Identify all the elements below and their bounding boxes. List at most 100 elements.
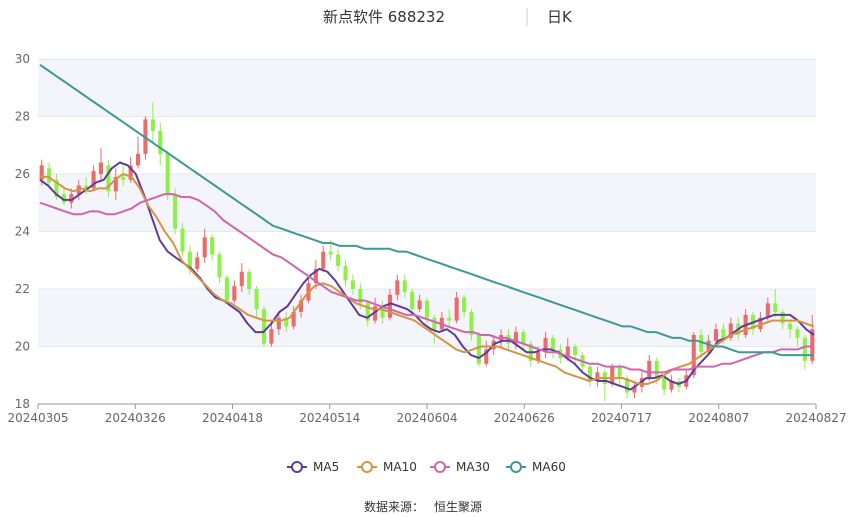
candle-body bbox=[187, 251, 192, 269]
candle bbox=[299, 294, 304, 318]
ma-line-ma30 bbox=[39, 193, 814, 374]
candle-body bbox=[550, 337, 555, 350]
ma-line-ma5 bbox=[39, 161, 815, 391]
candle bbox=[61, 188, 66, 206]
candle-body bbox=[84, 185, 89, 189]
candle bbox=[180, 222, 185, 258]
candle-body bbox=[336, 254, 341, 266]
candle-body bbox=[328, 251, 333, 255]
candle-body bbox=[217, 254, 222, 278]
candle-body bbox=[654, 360, 659, 379]
source-name: 恒生聚源 bbox=[434, 500, 482, 514]
legend-item-ma60: MA60 bbox=[506, 460, 566, 474]
ma-line-ma60 bbox=[39, 63, 814, 357]
candle bbox=[550, 335, 555, 358]
candle bbox=[291, 306, 296, 330]
y-tick-label: 28 bbox=[15, 110, 30, 124]
candle bbox=[113, 168, 118, 200]
ma-line-ma10 bbox=[40, 173, 815, 385]
legend-label: MA60 bbox=[532, 460, 566, 474]
candle-body bbox=[543, 337, 548, 353]
y-tick-label: 18 bbox=[15, 397, 30, 411]
candle bbox=[47, 162, 52, 189]
candle-body bbox=[135, 153, 141, 166]
candle-body bbox=[106, 165, 111, 192]
candle bbox=[239, 263, 244, 292]
candle-body bbox=[773, 303, 778, 312]
candle bbox=[454, 291, 459, 324]
candle-body bbox=[365, 303, 370, 321]
candle-body bbox=[69, 194, 74, 203]
x-tick-label: 20240604 bbox=[396, 411, 457, 425]
y-tick-label: 22 bbox=[15, 282, 30, 296]
candle-body bbox=[424, 300, 430, 318]
source-label: 数据来源： bbox=[364, 499, 424, 514]
candle bbox=[380, 300, 385, 324]
candle bbox=[276, 312, 281, 335]
candle-body bbox=[713, 329, 719, 341]
candle-body bbox=[788, 323, 793, 330]
candle-body bbox=[350, 280, 355, 289]
candle-body bbox=[728, 323, 733, 338]
candle bbox=[662, 375, 667, 396]
legend-item-ma10: MA10 bbox=[357, 460, 417, 474]
candle-body bbox=[699, 335, 704, 353]
candle bbox=[402, 274, 407, 298]
candle bbox=[802, 335, 807, 370]
candle-body bbox=[432, 317, 437, 330]
candle-body bbox=[758, 317, 763, 330]
candle bbox=[447, 309, 452, 327]
legend-marker bbox=[291, 461, 303, 473]
candle-body bbox=[247, 271, 252, 289]
candle bbox=[343, 260, 348, 287]
candle-body bbox=[647, 360, 652, 379]
candle-body bbox=[210, 237, 215, 255]
candle-body bbox=[232, 286, 237, 301]
candle-body bbox=[565, 346, 570, 358]
candle-body bbox=[121, 176, 126, 180]
candles bbox=[39, 102, 815, 402]
candle-body bbox=[195, 257, 200, 269]
candle bbox=[699, 329, 704, 358]
candle-body bbox=[224, 277, 229, 301]
x-tick-label: 20240827 bbox=[785, 411, 846, 425]
candle-body bbox=[721, 329, 726, 338]
legend-label: MA5 bbox=[313, 460, 339, 474]
candle bbox=[587, 363, 593, 387]
candle bbox=[528, 340, 533, 367]
candle bbox=[632, 381, 637, 399]
candle bbox=[758, 312, 763, 333]
candle-body bbox=[795, 329, 800, 338]
candle-body bbox=[625, 378, 630, 393]
candle-body bbox=[410, 291, 415, 310]
legend: MA5 MA10 MA30 MA60 bbox=[287, 460, 566, 474]
candle-body bbox=[447, 317, 452, 321]
period-label: 日K bbox=[547, 8, 573, 26]
candle bbox=[284, 312, 289, 333]
legend-marker bbox=[510, 461, 522, 473]
candle bbox=[469, 309, 474, 341]
candle-body bbox=[113, 176, 118, 192]
candle-body bbox=[343, 266, 348, 281]
candle-body bbox=[469, 312, 474, 335]
legend-item-ma5: MA5 bbox=[287, 460, 339, 474]
candle-body bbox=[299, 300, 304, 312]
candle-body bbox=[765, 303, 770, 318]
candle-body bbox=[417, 300, 422, 310]
candle bbox=[247, 268, 252, 295]
legend-label: MA10 bbox=[383, 460, 417, 474]
candle bbox=[150, 102, 155, 143]
candle bbox=[728, 317, 733, 341]
legend-label: MA30 bbox=[456, 460, 490, 474]
candle bbox=[573, 343, 578, 364]
candle bbox=[202, 228, 207, 264]
candle-body bbox=[150, 119, 155, 131]
x-tick-label: 20240305 bbox=[7, 411, 68, 425]
candle bbox=[254, 286, 259, 318]
candle bbox=[321, 245, 326, 272]
candle-body bbox=[402, 280, 407, 292]
candle bbox=[669, 375, 674, 393]
candle-body bbox=[669, 381, 674, 390]
x-tick-label: 20240717 bbox=[591, 411, 652, 425]
candle bbox=[795, 326, 800, 347]
